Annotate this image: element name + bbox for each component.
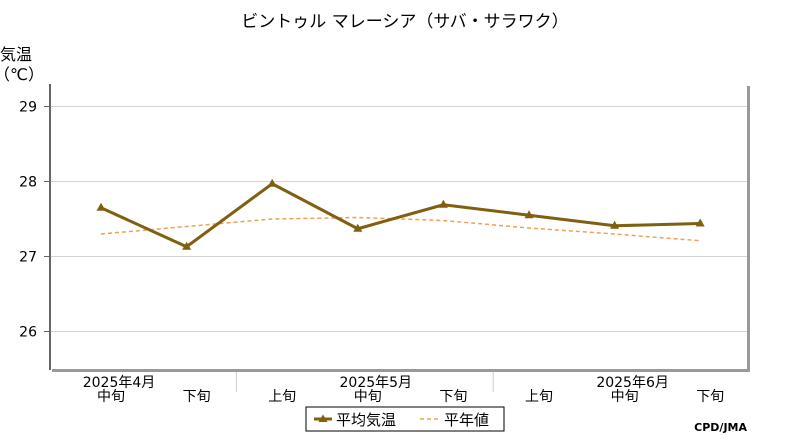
y-axis-unit: （℃） [0, 65, 44, 84]
month-labels: 2025年4月 2025年5月 2025年6月 [83, 372, 669, 392]
legend-swatch-average [314, 414, 332, 422]
y-tick-label-28: 28 [19, 175, 37, 191]
legend-label-normal: 平年値 [444, 411, 489, 429]
x-tick-label-0: 中旬 [97, 389, 125, 405]
x-tick-label-3: 中旬 [354, 389, 382, 405]
month-label-2: 2025年6月 [596, 375, 669, 391]
average-point-1 [182, 241, 192, 250]
legend: 平均気温 平年値 [305, 406, 505, 432]
y-axis-label: 気温 [0, 45, 32, 64]
average-point-5 [524, 210, 534, 219]
series-line-average [100, 182, 701, 249]
y-tick-labels: 26 27 28 29 [19, 100, 50, 341]
chart-title: ビントゥル マレーシア（サバ・サラワク） [241, 12, 568, 32]
legend-box [305, 406, 505, 432]
x-tick-label-6: 中旬 [611, 389, 639, 405]
credit-text: CPD/JMA [694, 421, 747, 434]
average-point-4 [438, 199, 448, 208]
average-point-7 [695, 218, 705, 227]
x-tick-label-2: 上旬 [268, 389, 296, 405]
average-point-0 [96, 202, 106, 211]
average-point-6 [610, 220, 620, 229]
y-tick-label-29: 29 [19, 100, 37, 116]
average-point-2 [267, 178, 277, 187]
month-label-1: 2025年5月 [340, 375, 413, 391]
y-tick-label-27: 27 [19, 250, 37, 266]
legend-label-average: 平均気温 [336, 411, 396, 429]
month-label-0: 2025年4月 [83, 375, 156, 391]
x-tick-label-1: 下旬 [183, 389, 211, 405]
x-tick-label-4: 下旬 [439, 389, 467, 405]
x-tick-label-5: 上旬 [525, 389, 553, 405]
x-tick-label-7: 下旬 [696, 389, 724, 405]
average-point-3 [353, 223, 363, 232]
series-line-normal [100, 216, 701, 242]
x-tick-labels: 中旬 下旬 上旬 中旬 下旬 上旬 中旬 下旬 [97, 389, 724, 405]
plot-frame [49, 84, 750, 372]
gridlines [51, 106, 747, 332]
series-layer [96, 178, 705, 250]
y-tick-label-26: 26 [19, 325, 37, 341]
